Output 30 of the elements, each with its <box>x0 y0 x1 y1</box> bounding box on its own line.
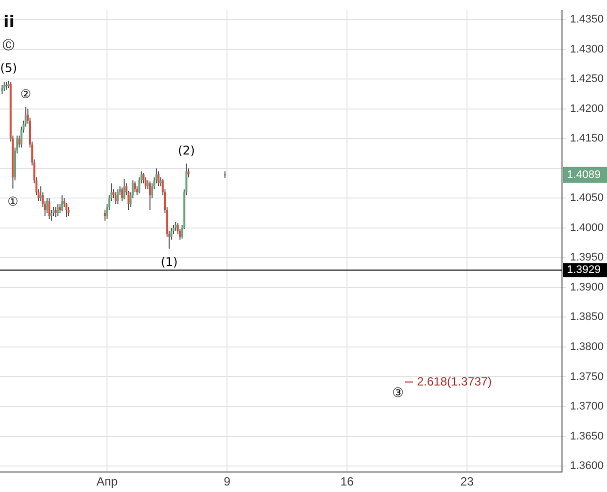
annotation: ③ <box>392 386 404 401</box>
y-tick-label: 1.3700 <box>570 400 604 413</box>
y-tick-label: 1.3600 <box>570 460 604 472</box>
y-tick-label: 1.4300 <box>570 43 604 56</box>
annotation: ② <box>20 87 32 102</box>
y-tick-label: 1.4150 <box>570 132 604 145</box>
y-tick-label: 1.4350 <box>570 14 604 26</box>
y-tick-label: 1.3900 <box>570 281 604 294</box>
y-tick-label: 1.4050 <box>570 192 604 204</box>
x-tick-label: Апр <box>96 474 118 489</box>
annotation: (2) <box>178 144 195 158</box>
annotation: 2.618(1.3737) <box>417 374 492 388</box>
x-tick-label: 9 <box>224 474 231 489</box>
annotation: Ⓒ <box>2 38 15 52</box>
ref-line-label: 1.3929 <box>567 264 601 276</box>
y-tick-label: 1.3950 <box>570 252 604 264</box>
annotation: ① <box>7 194 18 209</box>
x-tick-label: 16 <box>340 474 354 489</box>
y-tick-label: 1.3800 <box>570 341 604 354</box>
y-tick-label: 1.3650 <box>570 430 604 442</box>
annotation: ii <box>4 12 14 31</box>
annotation: (1) <box>160 254 178 269</box>
x-tick-label: 23 <box>460 474 474 489</box>
y-tick-label: 1.3850 <box>570 311 604 324</box>
y-tick-label: 1.4250 <box>570 73 604 86</box>
y-tick-label: 1.4200 <box>570 102 604 115</box>
y-tick-label: 1.3750 <box>570 370 604 383</box>
text: 1.4089 <box>567 168 601 181</box>
y-tick-label: 1.4000 <box>570 222 604 234</box>
annotation: (5) <box>0 60 18 75</box>
